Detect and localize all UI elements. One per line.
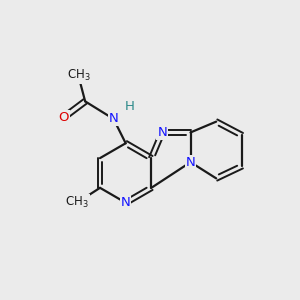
Text: N: N	[121, 196, 130, 209]
Text: CH$_3$: CH$_3$	[67, 68, 90, 83]
Text: N: N	[186, 156, 195, 169]
Text: H: H	[125, 100, 135, 113]
Text: O: O	[58, 111, 69, 124]
Text: CH$_3$: CH$_3$	[65, 195, 89, 210]
Text: N: N	[157, 126, 167, 139]
Text: N: N	[109, 112, 118, 125]
